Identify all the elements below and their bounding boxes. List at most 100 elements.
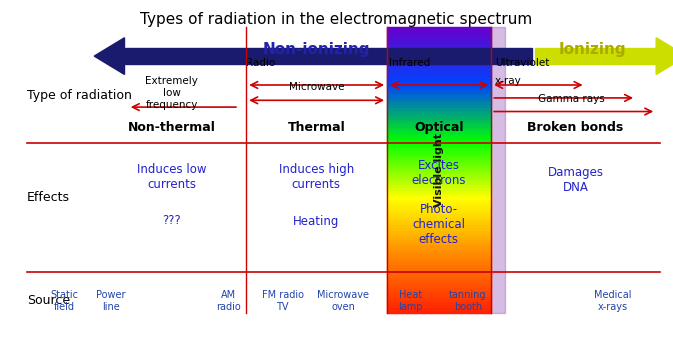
Text: Effects: Effects xyxy=(27,191,70,204)
Bar xyxy=(387,121,491,124)
Text: Ultraviolet: Ultraviolet xyxy=(495,58,549,68)
Bar xyxy=(387,182,491,184)
Bar xyxy=(387,156,491,158)
Bar xyxy=(387,224,491,227)
Bar xyxy=(387,56,491,58)
Bar xyxy=(387,99,491,101)
Bar xyxy=(387,67,491,70)
Bar xyxy=(387,264,491,267)
Bar xyxy=(387,58,491,62)
Text: Extremely
low
frequency: Extremely low frequency xyxy=(145,76,198,110)
Text: Static
field: Static field xyxy=(50,290,78,312)
Polygon shape xyxy=(94,38,125,74)
Bar xyxy=(387,287,491,290)
Bar xyxy=(387,204,491,207)
Bar xyxy=(387,84,491,87)
Bar xyxy=(387,36,491,39)
Bar xyxy=(387,310,491,313)
Bar xyxy=(387,113,491,116)
Bar xyxy=(387,301,491,304)
Bar xyxy=(387,44,491,47)
Text: Excites
electrons: Excites electrons xyxy=(412,159,466,187)
Bar xyxy=(387,136,491,139)
Bar xyxy=(387,276,491,278)
Bar xyxy=(387,33,491,36)
Bar xyxy=(387,70,491,73)
Bar xyxy=(387,73,491,76)
Bar xyxy=(387,141,491,144)
Bar xyxy=(387,233,491,236)
Bar xyxy=(387,201,491,204)
Bar xyxy=(387,158,491,161)
Bar xyxy=(387,282,491,284)
Bar xyxy=(387,47,491,50)
Bar xyxy=(387,139,491,141)
Bar xyxy=(387,130,491,133)
Bar xyxy=(387,256,491,258)
Bar xyxy=(387,110,491,113)
Bar xyxy=(387,119,491,121)
Text: AM
radio: AM radio xyxy=(217,290,241,312)
Bar xyxy=(387,216,491,219)
Text: Ionizing: Ionizing xyxy=(559,42,626,57)
Bar xyxy=(387,133,491,136)
Text: FM radio
TV: FM radio TV xyxy=(262,290,304,312)
Text: Gamma rays: Gamma rays xyxy=(538,94,605,104)
Bar xyxy=(387,196,491,199)
Bar xyxy=(387,270,491,273)
Text: Induces low
currents: Induces low currents xyxy=(137,163,207,191)
Bar xyxy=(387,147,491,150)
Bar xyxy=(387,64,491,67)
Bar xyxy=(387,124,491,127)
Bar xyxy=(387,184,491,187)
Bar xyxy=(387,253,491,256)
Text: Radio: Radio xyxy=(246,58,275,68)
Text: Visible light: Visible light xyxy=(434,133,444,207)
Text: Damages
DNA: Damages DNA xyxy=(547,166,604,194)
Bar xyxy=(387,293,491,296)
Bar xyxy=(387,107,491,110)
Bar xyxy=(387,153,491,156)
Bar xyxy=(387,90,491,93)
Bar xyxy=(387,187,491,190)
Bar xyxy=(387,190,491,193)
Text: Medical
x-rays: Medical x-rays xyxy=(594,290,631,312)
Bar xyxy=(387,116,491,119)
Text: Infrared: Infrared xyxy=(389,58,430,68)
Bar xyxy=(387,104,491,107)
Bar xyxy=(387,164,491,167)
Bar xyxy=(387,167,491,170)
Bar xyxy=(387,193,491,196)
Bar xyxy=(387,76,491,79)
Bar xyxy=(387,170,491,173)
Bar xyxy=(387,87,491,90)
Bar xyxy=(387,162,491,164)
Bar xyxy=(387,27,491,30)
Text: ???: ??? xyxy=(162,215,181,227)
Bar xyxy=(387,273,491,276)
Bar xyxy=(535,48,656,64)
Bar xyxy=(387,210,491,213)
Bar xyxy=(387,150,491,153)
Text: Heat
lamp: Heat lamp xyxy=(398,290,423,312)
Text: Source: Source xyxy=(27,294,70,307)
Bar xyxy=(387,299,491,301)
Bar xyxy=(125,48,532,64)
Bar xyxy=(387,62,491,64)
Text: Microwave: Microwave xyxy=(289,83,344,92)
Text: Microwave
oven: Microwave oven xyxy=(317,290,369,312)
Text: Heating: Heating xyxy=(293,215,339,227)
Bar xyxy=(387,239,491,241)
Bar xyxy=(387,39,491,41)
Bar xyxy=(387,258,491,261)
Bar xyxy=(387,261,491,264)
Bar xyxy=(387,176,491,178)
Bar xyxy=(387,173,491,176)
Bar xyxy=(387,278,491,282)
Bar xyxy=(387,127,491,130)
Bar xyxy=(387,101,491,104)
Text: Power
line: Power line xyxy=(96,290,126,312)
Bar xyxy=(387,27,434,313)
Bar xyxy=(387,93,491,96)
Bar xyxy=(387,50,491,53)
